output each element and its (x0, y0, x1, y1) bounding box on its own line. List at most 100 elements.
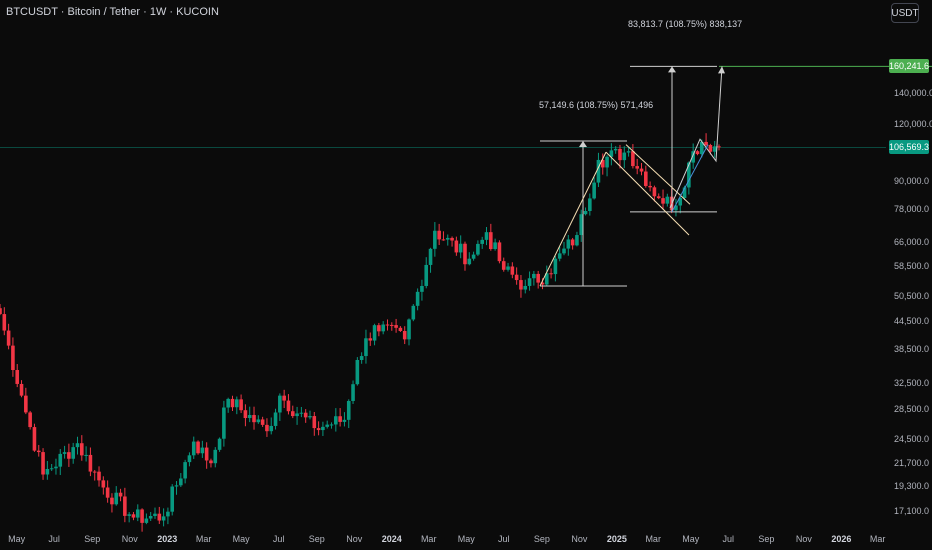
candle-body (476, 243, 480, 255)
candle-body (626, 151, 631, 153)
candle-body (656, 196, 661, 199)
candle-body (596, 159, 601, 183)
candle-body (209, 460, 213, 464)
candle-body (699, 141, 704, 155)
candle-body (644, 171, 648, 186)
candle-body (420, 285, 424, 292)
candle-body (385, 324, 390, 326)
breakout-line (671, 144, 709, 213)
time-tick-label: 2025 (606, 534, 627, 544)
candle-body (166, 511, 170, 517)
candle-body (445, 237, 450, 240)
time-tick-label: Nov (346, 534, 363, 544)
candle-body (428, 248, 433, 265)
candle-body (32, 427, 37, 451)
time-tick-label: Mar (195, 534, 212, 544)
candle-body (570, 239, 575, 246)
price-tick-label: 140,000.0 (894, 88, 932, 99)
price-tick-label: 21,700.0 (894, 458, 930, 469)
time-tick-label: Jul (497, 534, 510, 544)
candle-body (290, 411, 295, 417)
measure-arrowhead (668, 66, 676, 73)
candle-body (682, 187, 687, 198)
candle-body (605, 156, 609, 168)
candle-body (131, 514, 136, 518)
candle-body (609, 150, 614, 157)
candle-body (179, 478, 183, 486)
candle-body (49, 468, 54, 470)
candle-body (123, 496, 127, 516)
candle-body (334, 416, 338, 425)
candle-body (170, 486, 175, 512)
candle-body (174, 485, 179, 487)
candle-body (351, 384, 355, 401)
time-tick-label: Mar (645, 534, 661, 544)
price-tick-label: 38,500.0 (894, 344, 930, 355)
candle-body (187, 455, 192, 463)
candle-body (665, 196, 670, 204)
candle-body (639, 168, 644, 172)
price-tick-label: 78,000.0 (894, 204, 930, 215)
candle-body (204, 447, 209, 461)
candle-body (635, 166, 639, 169)
candle-body (493, 242, 497, 250)
candle-body (234, 399, 239, 408)
projection-path (669, 66, 723, 209)
candle-body (600, 159, 605, 168)
candle-body (36, 450, 41, 453)
candle-body (308, 416, 312, 418)
candle-body (0, 308, 2, 315)
candle-body (183, 462, 187, 479)
candle-body (454, 240, 459, 253)
flag-upper-line (625, 144, 691, 205)
time-tick-label: May (8, 534, 26, 544)
candle-body (329, 424, 334, 426)
candle-body (247, 415, 252, 419)
candle-body (88, 454, 93, 472)
candle-body (355, 359, 360, 385)
candle-body (506, 266, 510, 270)
candle-body (467, 258, 472, 265)
candle-body (273, 412, 278, 426)
candle-body (497, 242, 502, 262)
price-tick-label: 58,500.0 (894, 261, 930, 272)
candle-body (519, 280, 523, 290)
candle-body (613, 148, 618, 151)
candle-body (316, 428, 321, 431)
candle-body (661, 198, 665, 204)
candle-body (437, 230, 441, 240)
candle-body (148, 516, 153, 519)
candle-body (687, 162, 691, 188)
candle-body (312, 416, 317, 429)
candle-body (24, 395, 28, 413)
candle-body (41, 452, 45, 475)
candle-body (92, 471, 97, 473)
candle-body (691, 151, 695, 163)
candle-body (549, 273, 553, 275)
candle-body (674, 205, 678, 211)
candle-body (622, 152, 627, 161)
candle-body (695, 151, 700, 155)
candle-body (450, 237, 454, 241)
candle-body (299, 412, 304, 414)
candle-body (708, 145, 713, 152)
candle-body (269, 425, 274, 432)
candle-body (471, 254, 476, 259)
drawings (539, 65, 725, 287)
candle-body (45, 469, 50, 475)
candle-body (239, 399, 243, 411)
candle-body (678, 197, 683, 206)
time-tick-label: Nov (571, 534, 588, 544)
candle-body (463, 243, 467, 265)
candle-body (222, 407, 226, 439)
time-tick-label: May (232, 534, 250, 544)
currency-button[interactable]: USDT (891, 3, 919, 23)
candle-body (200, 447, 205, 454)
candle-body (6, 330, 11, 346)
candle-body (97, 471, 101, 481)
candle-body (402, 330, 407, 340)
candle-body (161, 516, 166, 521)
candle-body (583, 211, 588, 215)
candle-body (260, 419, 265, 425)
